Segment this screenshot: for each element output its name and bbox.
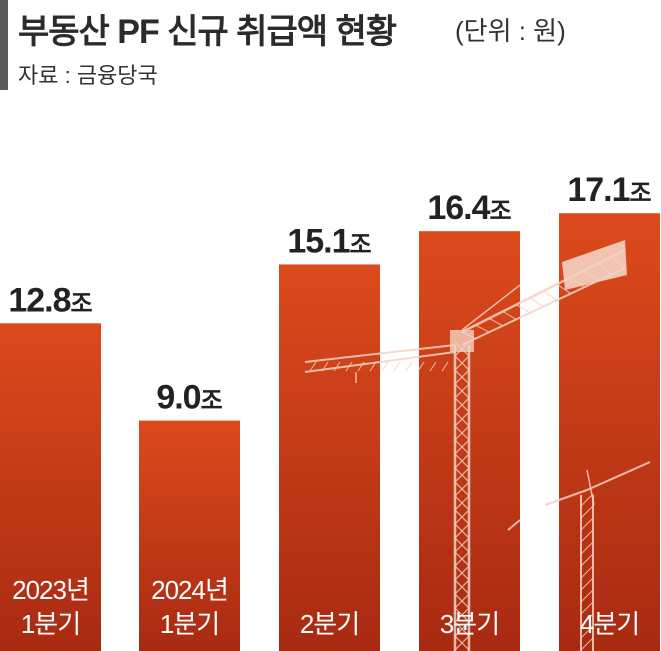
crane-mast-brace [454, 411, 470, 427]
value-label-2: 9.0조 [156, 379, 222, 417]
crane-mast-brace [454, 593, 470, 609]
crane-jib-left-brace [321, 361, 329, 372]
crane-counterweight [562, 240, 627, 290]
category-label-2-line-1: 2024년 [151, 575, 228, 605]
category-label-1-line-2: 1분기 [21, 609, 80, 639]
crane-jib-left-brace [429, 361, 437, 372]
bar-3 [279, 264, 380, 651]
crane-illustration [304, 240, 651, 651]
crane-mast-brace [454, 565, 470, 581]
crane2-mast-brace [580, 553, 594, 567]
crane-stay-cable [461, 284, 521, 331]
crane2-fragment [507, 519, 521, 531]
crane2-jib-left [544, 489, 588, 506]
crane-jib-brace [556, 283, 571, 295]
crane-mast-brace [454, 369, 470, 385]
chart-title: 부동산 PF 신규 취급액 현황 [18, 13, 397, 51]
crane-jib-left-brace [369, 361, 377, 372]
crane-mast-brace [454, 453, 470, 469]
crane-mast-brace [454, 397, 470, 413]
title-accent-bar [0, 0, 8, 90]
crane2-mast-brace [580, 541, 594, 555]
crane2-mast-brace [580, 637, 594, 651]
crane-jib-left-brace [405, 361, 413, 372]
crane-jib-left-brace [417, 361, 425, 372]
category-label-1-line-1: 2023년 [12, 575, 89, 605]
crane-mast-brace [454, 509, 470, 525]
crane-jib-left-top [304, 344, 456, 363]
crane-jib-left-brace [357, 361, 365, 372]
crane-mast-brace [454, 355, 470, 371]
crane-jib-left-brace [309, 361, 317, 372]
category-label-4-line-1: 3분기 [440, 609, 499, 639]
crane-jib-brace [543, 290, 558, 301]
value-label-1: 12.8조 [8, 281, 92, 319]
crane-mast-brace [454, 467, 470, 483]
source-label: 자료 : 금융당국 [18, 63, 158, 88]
crane-jib-brace [529, 297, 544, 307]
crane2-peak [586, 469, 595, 506]
crane2-mast-brace [580, 505, 594, 519]
crane-jib-brace [516, 304, 531, 314]
crane-jib-left-brace [333, 361, 341, 372]
crane-mast-brace [454, 537, 470, 553]
crane-jib-brace [502, 311, 517, 320]
crane2-mast-brace [580, 625, 594, 639]
value-label-5: 17.1조 [567, 171, 651, 209]
crane-mast-brace [454, 383, 470, 399]
crane-jib-left-brace [345, 361, 353, 372]
crane2-jib-right [586, 461, 651, 491]
crane-jib-left-brace [393, 361, 401, 372]
crane-mast-brace [454, 635, 470, 651]
category-label-2-line-2: 1분기 [160, 609, 219, 639]
crane2-mast-brace [580, 565, 594, 579]
crane-mast-brace [454, 621, 470, 637]
crane-jib-brace [488, 317, 503, 327]
crane-mast-brace [454, 607, 470, 623]
crane2-mast-brace [580, 613, 594, 627]
crane-mast-brace [454, 439, 470, 455]
crane-cab [450, 330, 474, 352]
value-label-3: 15.1조 [287, 222, 371, 260]
labels-group: 12.8조 2023년 1분기 9.0조 2024년 1분기 15.1조 2분기 16.4조 3분… [8, 171, 651, 639]
crane2-mast-brace [580, 601, 594, 615]
crane-jib-left-brace [441, 361, 449, 372]
unit-label: (단위 : 원) [455, 16, 566, 46]
crane-mast-brace [454, 579, 470, 595]
value-label-4: 16.4조 [427, 189, 511, 227]
crane2-mast-brace [580, 577, 594, 591]
crane2-mast-brace [580, 589, 594, 603]
crane-jib-left-brace [381, 361, 389, 372]
crane2-mast-brace [580, 517, 594, 531]
crane-jib-left-bottom [304, 351, 456, 373]
crane-mast-brace [454, 551, 470, 567]
bar-1 [0, 323, 101, 651]
crane2-mast-brace [580, 493, 594, 507]
bar-2 [139, 420, 240, 651]
crane-mast-brace [454, 495, 470, 511]
crane-jib-brace [461, 331, 476, 340]
crane-mast-brace [454, 425, 470, 441]
crane-mast-brace [454, 523, 470, 539]
crane-mast-brace [454, 481, 470, 497]
bars-group [0, 213, 660, 651]
category-label-5-line-1: 4분기 [580, 609, 639, 639]
category-label-3-line-1: 2분기 [300, 609, 359, 639]
crane2-mast-brace [580, 529, 594, 543]
crane-jib-brace [475, 324, 490, 333]
